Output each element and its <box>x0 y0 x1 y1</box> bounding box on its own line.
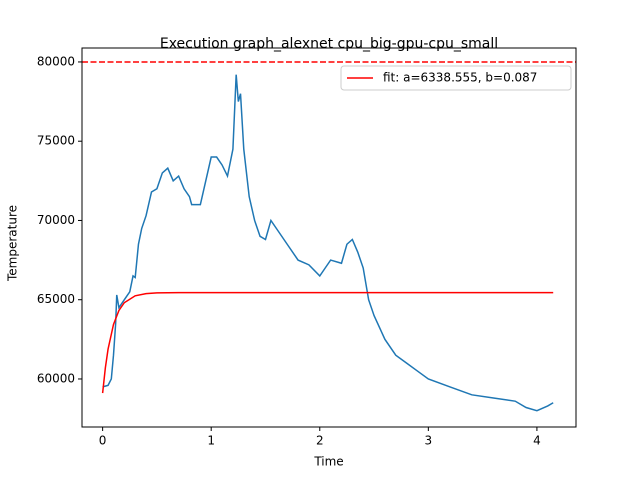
y-tick-label: 70000 <box>37 213 75 227</box>
axes-frame <box>81 47 577 428</box>
chart-title: Execution graph_alexnet cpu_big-gpu-cpu_… <box>160 36 498 52</box>
y-axis-label: Temperature <box>6 205 20 282</box>
x-tick-label: 1 <box>207 434 215 448</box>
x-axis-label: Time <box>313 455 343 469</box>
plot-area <box>101 74 554 412</box>
y-tick-label: 75000 <box>37 134 75 148</box>
legend-box <box>340 65 572 91</box>
data-line <box>101 291 554 394</box>
x-tick-label: 3 <box>425 434 433 448</box>
x-tick-label: 0 <box>99 434 107 448</box>
legend-label: fit: a=6338.555, b=0.087 <box>383 71 537 85</box>
x-tick-label: 2 <box>316 434 324 448</box>
y-tick-label: 65000 <box>37 292 75 306</box>
data-line <box>102 74 554 412</box>
y-tick-label: 80000 <box>37 54 75 68</box>
x-tick-label: 4 <box>533 434 541 448</box>
y-tick-label: 60000 <box>37 371 75 385</box>
